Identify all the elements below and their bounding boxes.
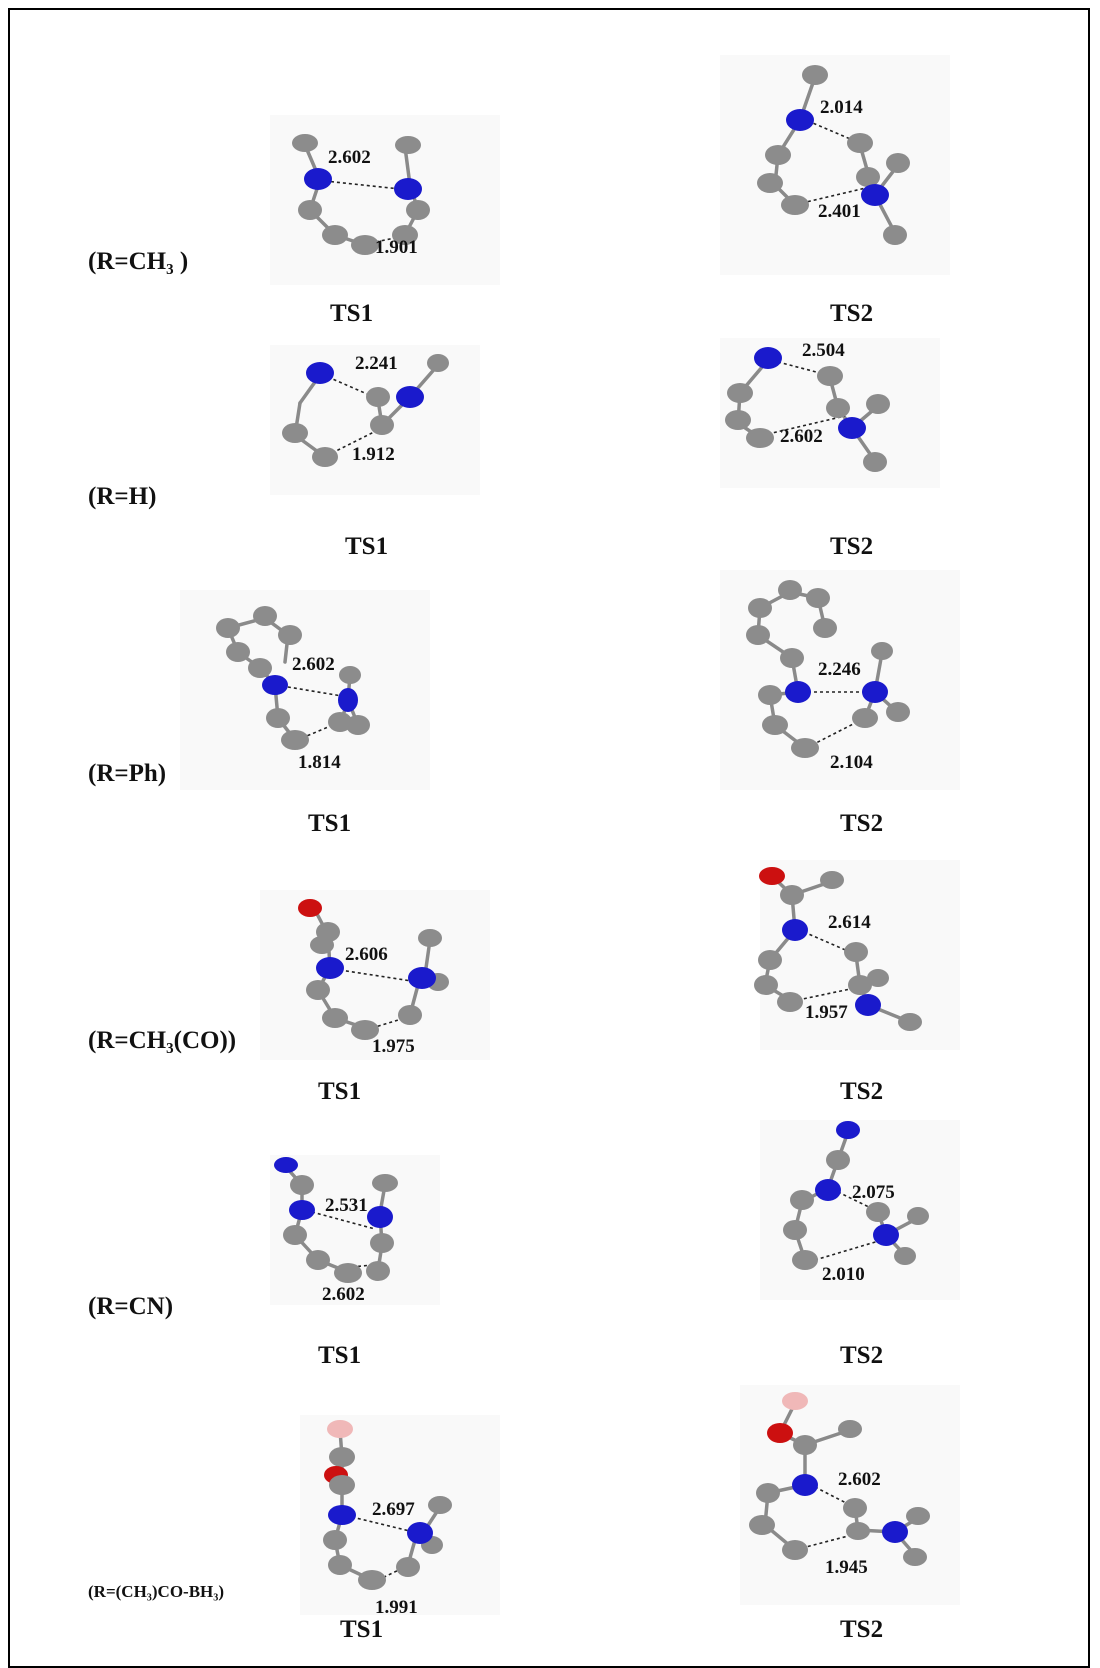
ts1-label-row5: TS1 (318, 1342, 362, 1369)
ts1-structure-row1: 2.602 1.901 (270, 115, 500, 285)
distance-label: 2.606 (345, 944, 388, 965)
row-label-ch3co: (R=CH₃(CO)) (88, 1027, 237, 1054)
row-label-cn: (R=CN) (88, 1293, 174, 1320)
ts1-label-row2: TS1 (345, 533, 389, 560)
distance-label: 2.246 (818, 659, 861, 680)
oxygen-atom (298, 899, 322, 917)
distance-label: 2.602 (780, 426, 823, 447)
ts2-label-row5: TS2 (840, 1342, 884, 1369)
distance-label: 2.104 (830, 752, 873, 773)
distance-label: 2.602 (322, 1284, 365, 1305)
distance-label: 2.241 (355, 353, 398, 374)
ts2-structure-row3: 2.246 2.104 (720, 570, 960, 790)
distance-label: 1.901 (375, 237, 418, 258)
distance-label: 2.014 (820, 97, 863, 118)
distance-label: 2.504 (802, 340, 845, 361)
ts2-label-row3: TS2 (840, 810, 884, 837)
ts2-label-row6: TS2 (840, 1616, 884, 1643)
ts2-structure-row2: 2.504 2.602 (720, 338, 940, 488)
distance-label: 1.814 (298, 752, 341, 773)
distance-label: 1.912 (352, 444, 395, 465)
distance-label: 2.401 (818, 201, 861, 222)
ts1-label-row3: TS1 (308, 810, 352, 837)
ts1-structure-row4: 2.606 1.975 (260, 890, 490, 1060)
distance-label: 1.945 (825, 1557, 868, 1578)
distance-label: 1.991 (375, 1597, 418, 1618)
ts2-label-row2: TS2 (830, 533, 874, 560)
ts1-structure-row5: 2.531 2.602 (270, 1155, 440, 1305)
distance-label: 1.975 (372, 1036, 415, 1057)
ts2-structure-row5: 2.075 2.010 (760, 1120, 960, 1300)
ts2-label-row1: TS2 (830, 300, 874, 327)
ts2-structure-row1: 2.014 2.401 (720, 55, 950, 275)
nitrogen-atom (304, 168, 332, 190)
row-label-ch3: (R=CH₃ ) (88, 248, 189, 275)
ts2-structure-row6: 2.602 1.945 (740, 1385, 960, 1605)
ts1-label-row6: TS1 (340, 1616, 384, 1643)
distance-label: 2.602 (838, 1469, 881, 1490)
row-label-h: (R=H) (88, 483, 157, 510)
distance-label: 1.957 (805, 1002, 848, 1023)
ts1-structure-row3: 2.602 1.814 (180, 590, 430, 790)
distance-label: 2.697 (372, 1499, 415, 1520)
ts2-structure-row4: 2.614 1.957 (754, 860, 960, 1050)
distance-label: 2.010 (822, 1264, 865, 1285)
distance-label: 2.602 (292, 654, 335, 675)
ts1-label-row4: TS1 (318, 1078, 362, 1105)
distance-label: 2.614 (828, 912, 871, 933)
row-label-ch3co-bh3: (R=(CH₃)CO-BH₃) (88, 1582, 225, 1601)
distance-label: 2.602 (328, 147, 371, 168)
distance-label: 2.075 (852, 1182, 895, 1203)
ts1-label-row1: TS1 (330, 300, 374, 327)
ts2-label-row4: TS2 (840, 1078, 884, 1105)
ts1-structure-row6: 2.697 1.991 (300, 1415, 500, 1618)
boron-atom (327, 1420, 353, 1438)
distance-label: 2.531 (325, 1195, 368, 1216)
ts1-structure-row2: 2.241 1.912 (270, 345, 480, 495)
row-label-ph: (R=Ph) (88, 760, 167, 787)
nitrogen-atom (394, 178, 422, 200)
